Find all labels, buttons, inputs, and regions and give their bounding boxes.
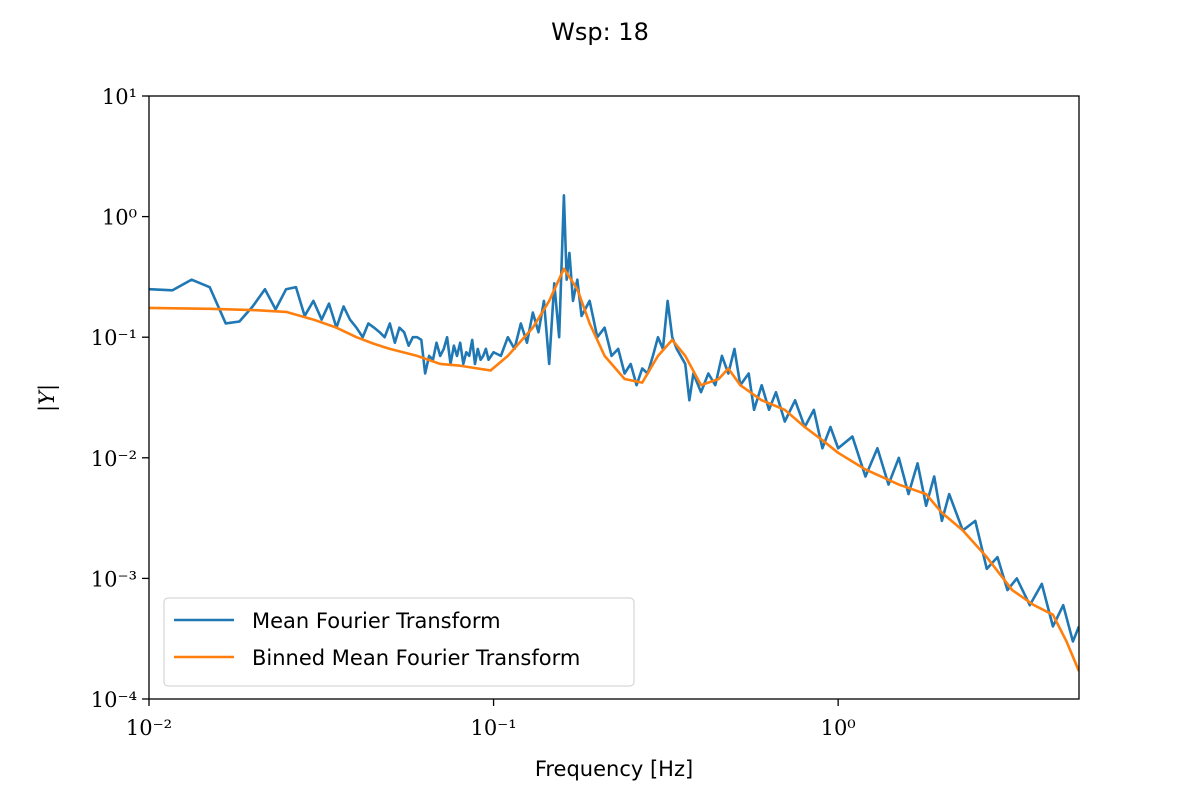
x-tick-label: 10⁻¹	[470, 716, 516, 740]
legend-label: Binned Mean Fourier Transform	[252, 646, 580, 670]
y-tick-label: 10⁰	[102, 206, 137, 230]
plot-frame	[148, 95, 1080, 700]
legend-box	[163, 597, 635, 687]
y-tick-label: 10⁻³	[91, 567, 137, 591]
legend-label: Mean Fourier Transform	[252, 609, 501, 633]
x-tick-label: 10⁰	[821, 716, 856, 740]
y-axis-label: |Y|	[35, 384, 60, 412]
plot-lines	[149, 194, 1079, 672]
y-tick-label: 10⁻²	[91, 447, 137, 471]
x-tick-label: 10⁻²	[126, 716, 172, 740]
chart-title: Wsp: 18	[551, 18, 649, 46]
series-line	[149, 267, 1079, 672]
y-tick-label: 10⁻⁴	[91, 688, 137, 712]
x-axis-label: Frequency [Hz]	[535, 757, 693, 781]
y-tick-label: 10⁻¹	[91, 326, 137, 350]
series-line	[149, 194, 1079, 643]
y-tick-label: 10¹	[102, 85, 137, 109]
